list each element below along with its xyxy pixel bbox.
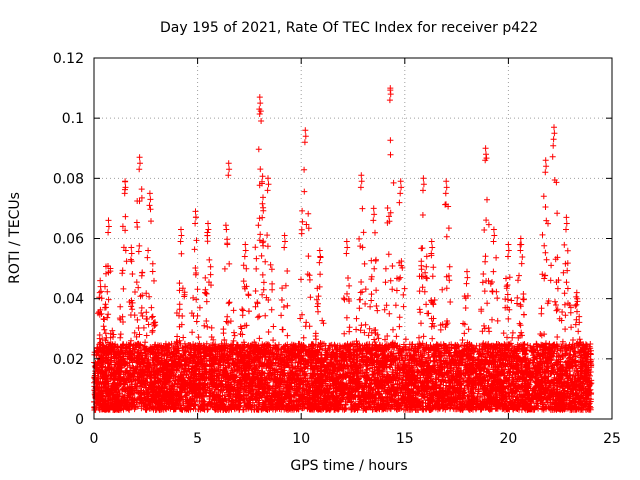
data-points [91, 85, 595, 413]
x-tick-label: 25 [603, 431, 621, 447]
y-tick-label: 0.04 [53, 292, 84, 308]
x-tick-label: 5 [193, 431, 202, 447]
x-tick-label: 0 [90, 431, 99, 447]
y-tick-label: 0.1 [62, 111, 84, 127]
axis-ticks: 0 5 10 15 20 25 0 0.02 0.04 0.06 0.08 0.1 0.12 [53, 51, 621, 447]
x-axis-title: GPS time / hours [290, 458, 407, 474]
x-tick-label: 20 [499, 431, 517, 447]
x-tick-label: 10 [292, 431, 310, 447]
x-tick-label: 15 [396, 431, 414, 447]
y-tick-label: 0.02 [53, 352, 84, 368]
y-tick-label: 0.12 [53, 51, 84, 67]
y-tick-label: 0 [75, 412, 84, 428]
y-tick-label: 0.08 [53, 171, 84, 187]
scatter-markers [91, 85, 595, 413]
y-tick-label: 0.06 [53, 232, 84, 248]
chart-title: Day 195 of 2021, Rate Of TEC Index for r… [160, 20, 538, 36]
y-axis-title: ROTI / TECUs [7, 192, 23, 284]
